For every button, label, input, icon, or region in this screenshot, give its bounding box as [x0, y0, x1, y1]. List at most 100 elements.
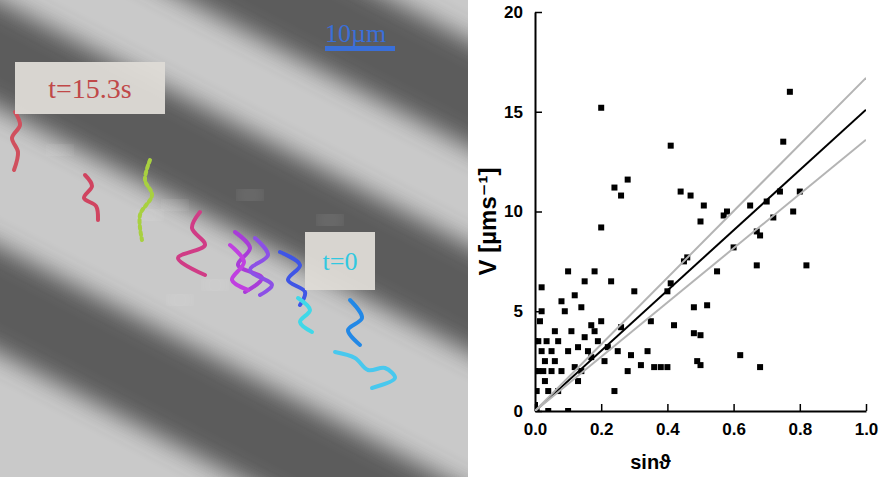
time-label: t=0: [323, 247, 358, 276]
trajectory: [84, 175, 98, 220]
data-point: [611, 388, 617, 394]
speckle: [240, 191, 260, 199]
data-point: [598, 105, 604, 111]
speckle: [165, 201, 185, 209]
data-point: [540, 368, 546, 374]
data-point: [598, 224, 604, 230]
data-point: [565, 408, 571, 411]
data-point: [549, 368, 555, 374]
tick-mark: [535, 12, 542, 14]
trajectory: [298, 298, 312, 332]
tick-mark: [667, 404, 669, 411]
scale-bar: [325, 46, 395, 51]
data-point: [704, 302, 710, 308]
data-point: [572, 292, 578, 298]
data-point: [737, 352, 743, 358]
data-point: [539, 348, 545, 354]
data-point: [592, 328, 598, 334]
data-point: [592, 268, 598, 274]
trajectory: [280, 252, 305, 305]
tick: 0.8: [788, 404, 812, 439]
data-point: [552, 328, 558, 334]
data-point: [780, 139, 786, 145]
data-point: [539, 308, 545, 314]
micrograph: 10µmt=15.3st=0: [0, 0, 468, 477]
data-point: [552, 358, 558, 364]
data-point: [754, 262, 760, 268]
tick: 0.4: [656, 404, 680, 439]
tick: 20: [504, 3, 542, 22]
data-point: [542, 358, 548, 364]
data-point: [565, 268, 571, 274]
data-point: [757, 232, 763, 238]
data-point: [608, 278, 614, 284]
tick-label: 20: [504, 3, 523, 22]
data-point: [585, 348, 591, 354]
tick-label: 0.0: [524, 420, 548, 439]
data-point: [535, 388, 540, 394]
y-axis: 0 5 10 15 20: [504, 3, 542, 421]
data-point: [698, 362, 704, 368]
data-point: [698, 218, 704, 224]
tick-mark: [733, 404, 735, 411]
data-point: [787, 89, 793, 95]
data-point: [575, 344, 581, 350]
data-point: [568, 328, 574, 334]
plot-area: [535, 78, 866, 411]
scale-bar-label: 10µm: [325, 19, 386, 48]
tick-label: 5: [514, 302, 523, 321]
data-point: [625, 368, 631, 374]
tick: 0.6: [722, 404, 746, 439]
trajectory: [12, 112, 20, 170]
data-point: [558, 368, 564, 374]
data-point: [537, 318, 543, 324]
tick-mark: [800, 404, 802, 411]
data-point: [625, 177, 631, 183]
data-point: [618, 193, 624, 199]
tick-label: 0: [514, 402, 523, 421]
data-point: [671, 322, 677, 328]
fit-line: [535, 78, 866, 411]
tick-mark: [866, 404, 868, 411]
tick-label: 10: [504, 202, 523, 221]
tick: 15: [504, 103, 542, 122]
dark-band: [0, 0, 468, 125]
tick-label: 0.2: [590, 420, 614, 439]
data-point: [611, 185, 617, 191]
fit-line: [535, 140, 866, 411]
speckle: [170, 296, 190, 304]
data-point: [628, 352, 634, 358]
data-point: [582, 334, 588, 340]
tick: 0: [514, 402, 542, 421]
data-point: [582, 278, 588, 284]
data-point: [648, 318, 654, 324]
data-point: [664, 364, 670, 370]
data-point: [549, 348, 555, 354]
x-axis-title: sinϑ: [630, 451, 671, 473]
speckle: [320, 216, 340, 224]
dark-band: [0, 269, 468, 477]
data-point: [688, 193, 694, 199]
data-point: [757, 364, 763, 370]
tick: 10: [504, 202, 542, 221]
data-point: [565, 348, 571, 354]
data-point: [542, 378, 548, 384]
trajectory: [140, 160, 152, 240]
data-point: [598, 318, 604, 324]
axis-line: [536, 411, 867, 413]
data-point: [691, 330, 697, 336]
data-point: [595, 338, 601, 344]
trajectory: [348, 300, 362, 345]
data-point: [562, 308, 568, 314]
tick-label: 15: [504, 103, 523, 122]
time-label-box: [305, 232, 375, 290]
data-point: [638, 362, 644, 368]
data-point: [545, 408, 551, 411]
x-axis: 0.00.20.40.60.81.0: [524, 404, 879, 439]
data-point: [588, 322, 594, 328]
trajectory: [250, 238, 272, 295]
data-point: [544, 338, 550, 344]
data-point: [651, 364, 657, 370]
tick-mark: [601, 404, 603, 411]
data-point: [803, 262, 809, 268]
